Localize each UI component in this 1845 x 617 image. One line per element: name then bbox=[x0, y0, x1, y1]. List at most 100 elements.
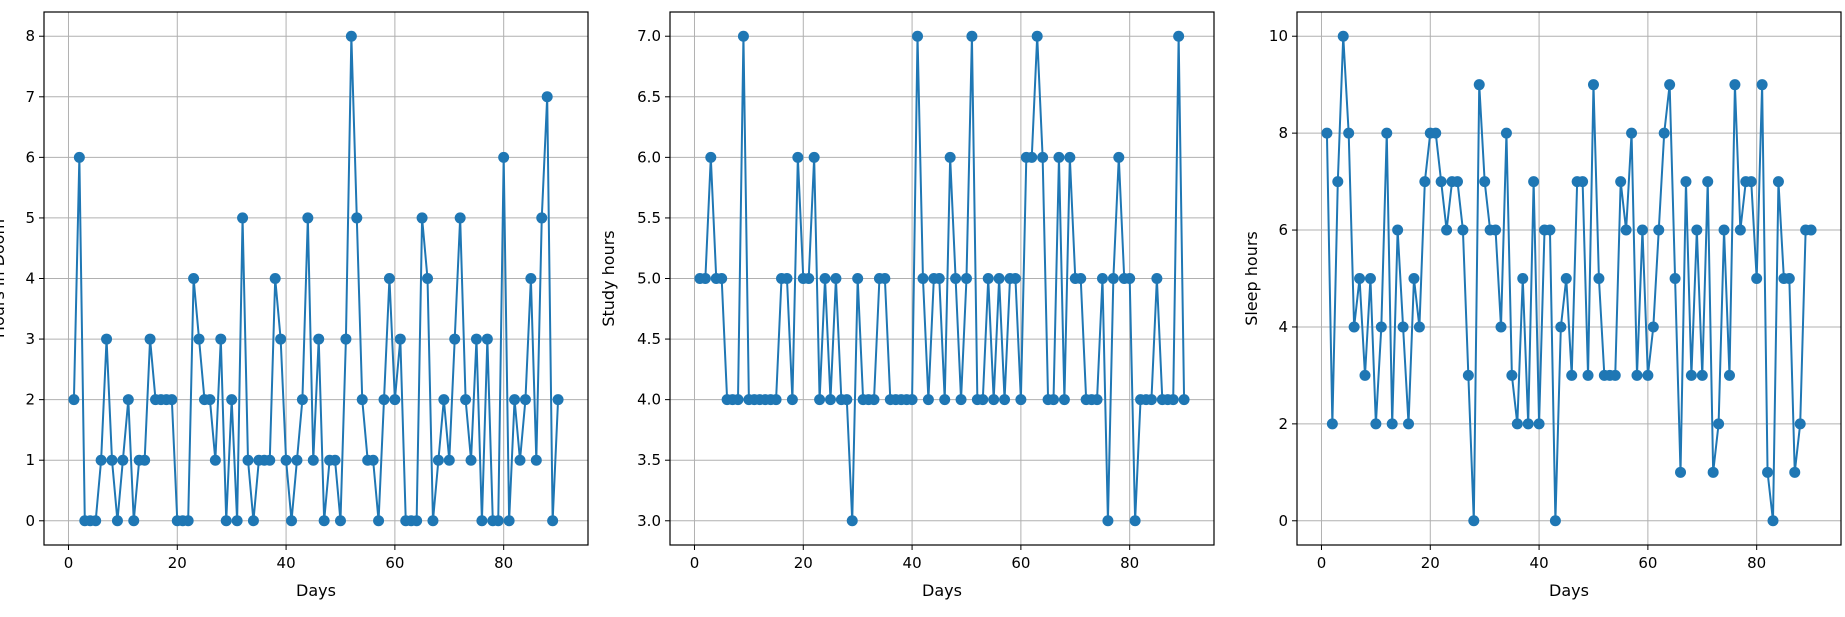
data-point bbox=[1582, 369, 1594, 381]
data-point bbox=[1490, 224, 1502, 236]
x-tick-label: 60 bbox=[1638, 554, 1657, 572]
y-tick-label: 3 bbox=[25, 330, 35, 348]
y-tick-label: 2 bbox=[25, 391, 35, 409]
data-point bbox=[1664, 79, 1676, 91]
x-tick-label: 60 bbox=[385, 554, 404, 572]
data-point bbox=[1430, 127, 1442, 139]
data-point bbox=[770, 394, 782, 406]
data-point bbox=[356, 394, 368, 406]
data-point bbox=[993, 273, 1005, 284]
data-point bbox=[803, 273, 815, 284]
data-point bbox=[1718, 224, 1730, 236]
x-tick-label: 80 bbox=[494, 554, 513, 572]
x-tick-label: 0 bbox=[690, 554, 700, 572]
data-point bbox=[476, 515, 488, 527]
data-point bbox=[318, 515, 330, 527]
data-point bbox=[231, 515, 243, 527]
data-point bbox=[1615, 176, 1627, 188]
data-point bbox=[705, 151, 717, 163]
y-axis-label: Study hours bbox=[599, 230, 618, 326]
data-point bbox=[334, 515, 346, 527]
data-point bbox=[106, 454, 118, 466]
data-point bbox=[1102, 515, 1114, 527]
data-point bbox=[737, 30, 749, 42]
y-tick-label: 3.5 bbox=[637, 451, 661, 469]
y-tick-label: 6 bbox=[25, 148, 35, 166]
data-point bbox=[454, 212, 466, 224]
x-axis-label: Days bbox=[296, 581, 336, 600]
series-line bbox=[1325, 35, 1812, 522]
data-point bbox=[1178, 394, 1190, 406]
x-tick-label: 80 bbox=[1120, 554, 1139, 572]
data-point bbox=[220, 515, 232, 527]
y-tick-label: 5.0 bbox=[637, 270, 661, 288]
data-point bbox=[541, 91, 553, 103]
data-point bbox=[340, 333, 352, 345]
data-point bbox=[1167, 394, 1179, 406]
data-point bbox=[1413, 321, 1425, 333]
axes-frame bbox=[1296, 11, 1842, 546]
data-point bbox=[498, 151, 510, 163]
data-point bbox=[1517, 273, 1529, 284]
chart-panel-1: 0 20 40 60 80 0 1 2 3 4 5 6 7 8 Days Hours in Doom bbox=[0, 11, 589, 600]
data-point bbox=[519, 394, 531, 406]
data-point bbox=[432, 454, 444, 466]
data-point bbox=[1762, 466, 1774, 478]
data-point bbox=[378, 394, 390, 406]
data-point bbox=[1555, 321, 1567, 333]
data-point bbox=[1691, 224, 1703, 236]
data-point bbox=[1462, 369, 1474, 381]
data-point bbox=[514, 454, 526, 466]
data-point bbox=[1457, 224, 1469, 236]
data-point bbox=[226, 394, 238, 406]
data-point bbox=[275, 333, 287, 345]
data-point bbox=[732, 394, 744, 406]
data-point bbox=[906, 394, 918, 406]
data-point bbox=[1620, 224, 1632, 236]
y-tick-label: 0 bbox=[25, 512, 35, 530]
data-point bbox=[933, 273, 945, 284]
data-point bbox=[912, 30, 924, 42]
data-point bbox=[1145, 394, 1157, 406]
data-point bbox=[280, 454, 292, 466]
y-tick-label: 6.5 bbox=[637, 88, 661, 106]
x-tick-label: 0 bbox=[1317, 554, 1327, 572]
data-point bbox=[1479, 176, 1491, 188]
data-point bbox=[1511, 418, 1523, 430]
data-point bbox=[1031, 30, 1043, 42]
y-tick-label: 10 bbox=[1269, 27, 1288, 45]
data-point bbox=[1397, 321, 1409, 333]
data-point bbox=[1009, 273, 1021, 284]
data-point bbox=[917, 273, 929, 284]
data-point bbox=[841, 394, 853, 406]
data-point bbox=[1626, 127, 1638, 139]
y-tick-label: 1 bbox=[25, 451, 35, 469]
data-point bbox=[117, 454, 129, 466]
data-point bbox=[329, 454, 341, 466]
y-tick-label: 3.0 bbox=[637, 512, 661, 530]
data-point bbox=[1544, 224, 1556, 236]
data-point bbox=[1756, 79, 1768, 91]
data-point bbox=[509, 394, 521, 406]
x-tick-label: 20 bbox=[168, 554, 187, 572]
data-point bbox=[1528, 176, 1540, 188]
y-axis-label: Sleep hours bbox=[1242, 231, 1261, 326]
x-axis-label: Days bbox=[922, 581, 962, 600]
data-point bbox=[1745, 176, 1757, 188]
data-point bbox=[1500, 127, 1512, 139]
data-point bbox=[716, 273, 728, 284]
data-point bbox=[128, 515, 140, 527]
data-point bbox=[1577, 176, 1589, 188]
data-point bbox=[988, 394, 1000, 406]
data-point bbox=[786, 394, 798, 406]
x-tick-label: 20 bbox=[794, 554, 813, 572]
data-point bbox=[1506, 369, 1518, 381]
data-point bbox=[389, 394, 401, 406]
y-tick-label: 6 bbox=[1278, 221, 1288, 239]
data-point bbox=[95, 454, 107, 466]
data-point bbox=[1337, 30, 1349, 42]
data-point bbox=[1359, 369, 1371, 381]
data-point bbox=[960, 273, 972, 284]
data-point bbox=[465, 454, 477, 466]
data-point bbox=[1707, 466, 1719, 478]
